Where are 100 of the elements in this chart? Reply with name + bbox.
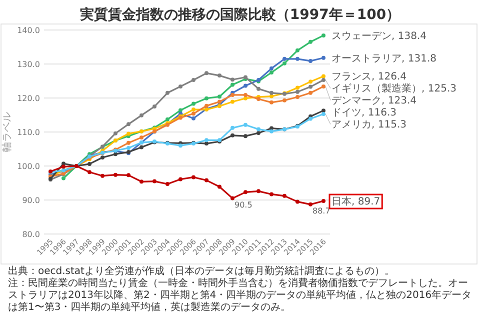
point [192,102,196,106]
point [322,78,326,82]
point [100,174,104,178]
point [204,138,208,142]
point [256,127,260,132]
text: デンマーク, 123.4 [332,96,416,107]
y-tick-label: 100.0 [17,162,40,171]
point [192,108,196,112]
point [204,71,208,76]
point [152,179,156,184]
point [322,112,326,116]
point [270,66,274,70]
point [282,56,286,61]
point [244,92,248,97]
point [204,178,208,182]
point [244,96,248,100]
point [126,140,130,145]
point [140,113,144,118]
point [88,170,92,174]
y-axis-title: 軸ラベル [1,112,13,152]
point [178,84,182,88]
point [140,145,144,150]
point [62,164,66,169]
point [166,117,170,122]
point [192,116,196,120]
point [270,90,274,95]
point [152,104,156,108]
point [204,104,208,108]
text: オーストラリア, 131.8 [332,53,436,64]
text: ドイツ, 116.3 [332,108,396,119]
text: イギリス（製造業）, 125.3 [332,84,456,95]
point [218,74,222,78]
point [126,173,130,178]
point [230,133,234,138]
point [126,122,130,126]
point [88,162,92,166]
point [308,80,312,84]
point [308,90,312,95]
point [322,56,326,60]
point [322,33,326,38]
y-tick-label: 110.0 [17,128,40,137]
point [178,108,182,112]
point [322,108,326,113]
chart-title: 実質賃金指数の推移の国際比較（1997年＝100） [80,6,400,23]
point [62,176,66,180]
point [244,190,248,194]
point [218,100,222,104]
point [166,90,170,95]
point [296,56,300,61]
text: アメリカ, 115.3 [332,120,406,131]
point [270,94,274,98]
data-label: 90.5 [234,200,252,210]
point [296,94,300,99]
point [256,86,260,91]
point [100,156,104,160]
point [230,82,234,87]
point [244,134,248,138]
point [256,131,260,136]
point [270,129,274,134]
point [204,96,208,100]
point [230,78,234,82]
point [178,144,182,148]
text: 注：民間産業の時間当たり賃金（一時金・時間外手当含む）を消費者物価指数でデフレートした。オーストラリアは2013年以降、第2・四半期と第4・四半期のデータの単純平均値，仏と独の2016年データは第1〜第3・四半期の単純平均値，英は製造業のデータのみ。 [8,278,473,314]
point [204,142,208,146]
point [296,48,300,52]
point [114,172,118,177]
text: スウェーデン, 138.4 [332,30,426,42]
y-tick-label: 130.0 [17,60,40,69]
point [230,126,234,130]
point [192,112,196,116]
point [282,98,286,102]
point [256,189,260,194]
point [140,135,144,140]
point [308,40,312,44]
y-tick-label: 90.0 [22,196,40,205]
point [282,61,286,66]
data-label: 88.7 [312,206,330,216]
point [296,90,300,94]
point [296,200,300,204]
point [270,100,274,104]
point [114,152,118,156]
point [192,175,196,180]
y-tick-label: 80.0 [22,230,40,239]
point [322,199,326,204]
point [178,177,182,182]
y-tick-label: 140.0 [17,26,40,35]
y-tick-label: 120.0 [17,94,40,103]
point [244,122,248,127]
point [126,132,130,136]
point [192,78,196,82]
point [126,146,130,150]
point [166,182,170,186]
point [308,58,312,63]
point [140,180,144,184]
point [308,116,312,121]
point [308,84,312,89]
point [244,84,248,88]
point [218,94,222,99]
point [256,97,260,102]
point [282,194,286,198]
